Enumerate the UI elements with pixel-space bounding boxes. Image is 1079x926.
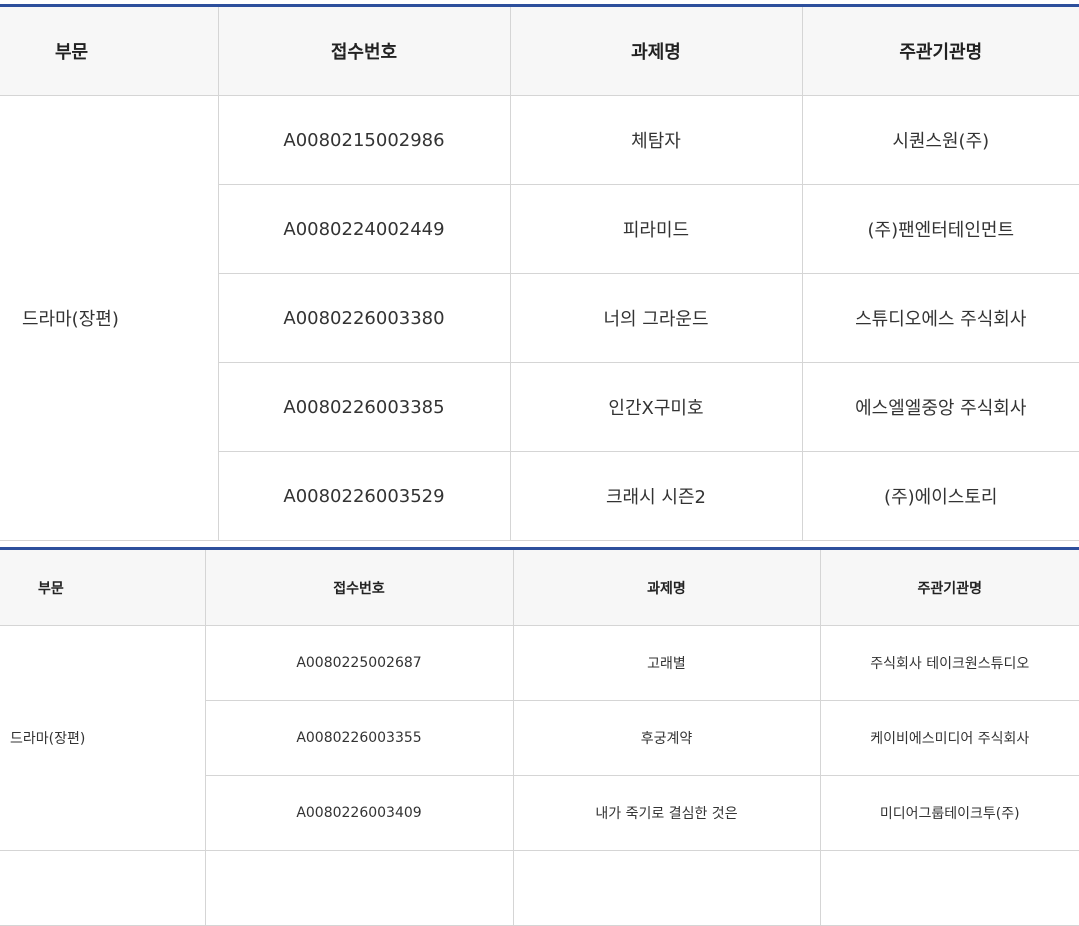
empty-cell bbox=[512, 850, 821, 926]
title-cell: 고래별 bbox=[512, 625, 821, 701]
org-cell: 에스엘엘중앙 주식회사 bbox=[801, 362, 1079, 452]
table-row: 드라마(장편) A0080215002986 체탐자 시퀀스원(주) bbox=[0, 95, 1079, 541]
table-row: A0080226003355 후궁계약 케이비에스미디어 주식회사 bbox=[0, 700, 1079, 776]
table-header-row: 부문 접수번호 과제명 주관기관명 bbox=[0, 5, 1079, 96]
id-cell: A0080226003380 bbox=[218, 273, 511, 363]
title-cell: 후궁계약 bbox=[512, 700, 821, 776]
empty-cell bbox=[819, 850, 1079, 926]
header-id: 접수번호 bbox=[217, 5, 511, 96]
table-header-row: 부문 접수번호 과제명 주관기관명 bbox=[0, 548, 1079, 626]
org-cell: 주식회사 테이크원스튜디오 bbox=[819, 625, 1079, 701]
org-cell: (주)팬엔터테인먼트 bbox=[801, 184, 1079, 274]
header-id: 접수번호 bbox=[204, 548, 514, 626]
id-cell: A0080226003529 bbox=[218, 451, 511, 541]
table-row: A0080224002449 피라미드 (주)팬엔터테인먼트 bbox=[0, 184, 1079, 274]
header-category: 부문 bbox=[0, 5, 219, 96]
org-cell: 스튜디오에스 주식회사 bbox=[801, 273, 1079, 363]
table-row: A0080226003409 내가 죽기로 결심한 것은 미디어그룹테이크투(주… bbox=[0, 775, 1079, 851]
table-row: A0080226003529 크래시 시즌2 (주)에이스토리 bbox=[0, 451, 1079, 541]
table-row-partial bbox=[0, 850, 1079, 926]
table-row: 드라마(장편) A0080225002687 고래별 주식회사 테이크원스튜디오 bbox=[0, 625, 1079, 851]
id-cell: A0080226003385 bbox=[218, 362, 511, 452]
empty-cell bbox=[0, 850, 206, 926]
table-row: A0080226003380 너의 그라운드 스튜디오에스 주식회사 bbox=[0, 273, 1079, 363]
id-cell: A0080225002687 bbox=[204, 625, 514, 701]
title-cell: 크래시 시즌2 bbox=[509, 451, 803, 541]
header-category: 부문 bbox=[0, 548, 206, 626]
header-org: 주관기관명 bbox=[819, 548, 1079, 626]
results-table-1: 부문 접수번호 과제명 주관기관명 드라마(장편) A0080215002986… bbox=[0, 4, 1079, 541]
header-title: 과제명 bbox=[509, 5, 803, 96]
header-org: 주관기관명 bbox=[801, 5, 1079, 96]
category-cell: 드라마(장편) bbox=[0, 625, 206, 851]
id-cell: A0080224002449 bbox=[218, 184, 511, 274]
org-cell: 미디어그룹테이크투(주) bbox=[819, 775, 1079, 851]
category-cell: 드라마(장편) bbox=[0, 95, 219, 541]
id-cell: A0080215002986 bbox=[217, 95, 511, 185]
empty-cell bbox=[204, 850, 514, 926]
title-cell: 체탐자 bbox=[509, 95, 803, 185]
title-cell: 내가 죽기로 결심한 것은 bbox=[512, 775, 821, 851]
title-cell: 피라미드 bbox=[509, 184, 803, 274]
org-cell: (주)에이스토리 bbox=[801, 451, 1079, 541]
header-title: 과제명 bbox=[512, 548, 821, 626]
title-cell: 인간X구미호 bbox=[509, 362, 803, 452]
title-cell: 너의 그라운드 bbox=[509, 273, 803, 363]
org-cell: 케이비에스미디어 주식회사 bbox=[819, 700, 1079, 776]
results-table-2: 부문 접수번호 과제명 주관기관명 드라마(장편) A0080225002687… bbox=[0, 547, 1079, 926]
id-cell: A0080226003409 bbox=[205, 775, 514, 851]
id-cell: A0080226003355 bbox=[205, 700, 514, 776]
org-cell: 시퀀스원(주) bbox=[801, 95, 1079, 185]
